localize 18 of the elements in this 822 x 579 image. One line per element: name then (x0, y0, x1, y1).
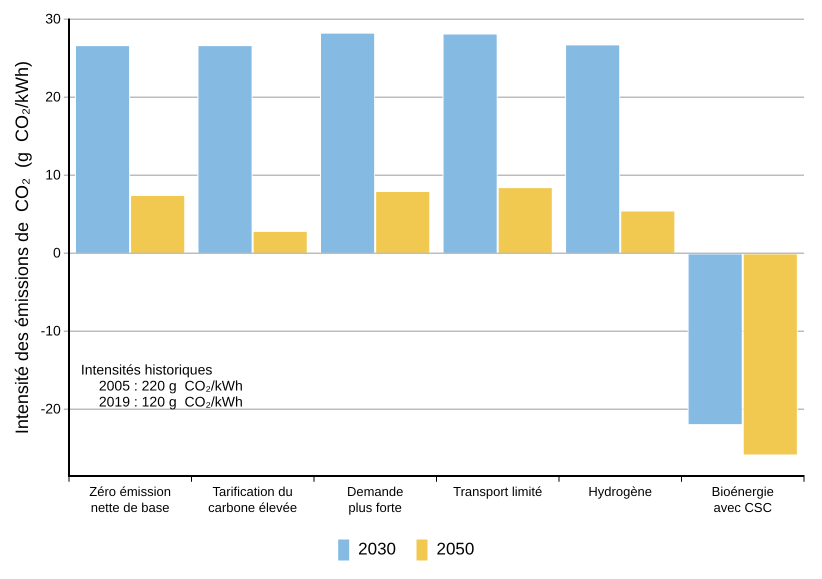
annotation: 2019 : 120 g CO₂/kWh (98, 393, 243, 410)
annotation: Intensités historiques (80, 361, 212, 378)
y-tick-label: 0 (53, 244, 62, 260)
x-tick-label: Hydrogène (588, 484, 652, 500)
x-tick-label: Transport limité (453, 484, 542, 500)
y-tick-label: -10 (40, 322, 62, 338)
y-tick-label: 10 (45, 166, 62, 182)
x-tick-label: Bioénergie avec CSC (712, 484, 774, 515)
x-tick-label: Zéro émission nette de base (89, 484, 171, 515)
legend-label: 2030 (358, 540, 396, 559)
annotation: 2005 : 220 g CO₂/kWh (98, 377, 243, 394)
y-tick-label: 30 (45, 10, 62, 26)
y-tick-label: -20 (40, 400, 62, 416)
y-axis-title: Intensité des émissions de CO₂ (g CO₂/kWh) (12, 61, 32, 434)
x-tick-label: Demande plus forte (346, 484, 404, 515)
y-tick-label: 20 (45, 88, 62, 104)
x-tick-label: Tarification du carbone élevée (208, 484, 298, 515)
legend-label: 2050 (436, 540, 474, 559)
